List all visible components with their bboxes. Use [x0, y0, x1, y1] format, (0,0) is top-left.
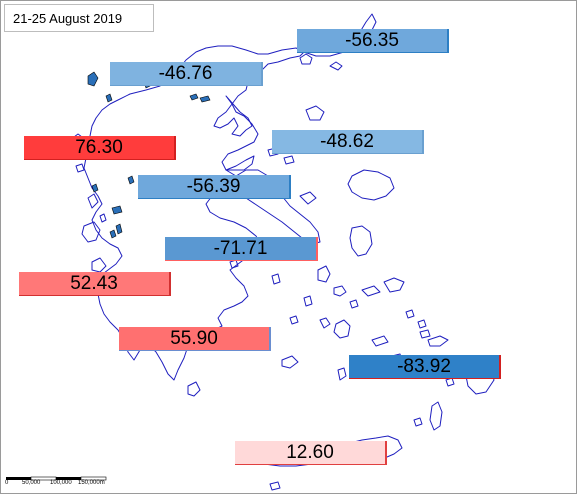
label-8: 55.90: [119, 327, 271, 351]
andros-coastline: [317, 265, 331, 283]
scale-tick-0: 0: [5, 480, 9, 486]
patmos-coastline: [405, 309, 415, 319]
label-7: 52.43: [19, 272, 171, 296]
amorgos-coastline: [371, 335, 389, 347]
kos-coastline: [427, 335, 449, 347]
halkidiki-coastline: [213, 95, 253, 137]
label-2: -46.76: [110, 62, 263, 86]
scale-tick-2: 100,000: [50, 480, 72, 486]
kefalonia-coastline: [81, 221, 101, 243]
lefkada-coastline: [87, 193, 99, 209]
lake-kremasta: [115, 223, 123, 235]
kythira-coastline: [187, 381, 201, 397]
label-9: -83.92: [349, 355, 501, 379]
tilos-coastline: [445, 377, 455, 387]
scale-tick-3: 150,000m: [78, 480, 105, 486]
lake-kastoria: [105, 93, 113, 103]
alonissos-coastline: [283, 155, 295, 165]
lake-volvi: [199, 95, 211, 103]
ikaria-coastline: [361, 285, 381, 297]
karpathos-coastline: [429, 401, 443, 431]
samothraki-coastline: [329, 61, 343, 71]
lake-trichonida: [111, 205, 123, 215]
pelion-coastline: [225, 155, 255, 171]
scale-bar: [6, 476, 107, 481]
serifos-coastline: [289, 315, 299, 325]
milos-coastline: [281, 355, 299, 369]
skyros-coastline: [299, 191, 317, 205]
kalymnos-coastline: [419, 329, 431, 339]
syros-coastline: [303, 295, 313, 307]
paxoi-coastline: [75, 163, 85, 173]
lake-koroneia: [189, 93, 199, 101]
label-4: -48.62: [272, 130, 424, 154]
paros-coastline: [319, 317, 331, 329]
label-1: -56.35: [297, 29, 449, 53]
scale-tick-1: 50,000: [22, 480, 41, 486]
santorini-coastline: [337, 367, 347, 381]
lake-ioannina: [91, 183, 99, 193]
lake-prespa: [87, 71, 99, 87]
lake-mornos: [109, 229, 117, 239]
ithaca-coastline: [99, 213, 107, 223]
lake-plastira: [127, 175, 135, 185]
label-6: -71.71: [165, 237, 318, 261]
chios-coastline: [349, 225, 373, 257]
lesvos-coastline: [347, 169, 395, 201]
lemnos-coastline: [305, 105, 325, 121]
leros-coastline: [417, 319, 427, 329]
naxos-coastline: [333, 319, 351, 339]
label-3: 76.30: [24, 136, 176, 160]
mykonos-coastline: [349, 299, 359, 309]
gavdos-coastline: [269, 481, 281, 491]
samos-coastline: [383, 277, 405, 293]
kasos-coastline: [413, 417, 423, 427]
tinos-coastline: [333, 285, 347, 297]
label-10: 12.60: [235, 441, 387, 465]
kea-coastline: [271, 273, 281, 285]
thassos-coastline: [299, 53, 313, 65]
label-5: -56.39: [138, 175, 291, 199]
zakynthos-coastline: [91, 257, 107, 273]
map-title: 21-25 August 2019: [4, 4, 154, 32]
